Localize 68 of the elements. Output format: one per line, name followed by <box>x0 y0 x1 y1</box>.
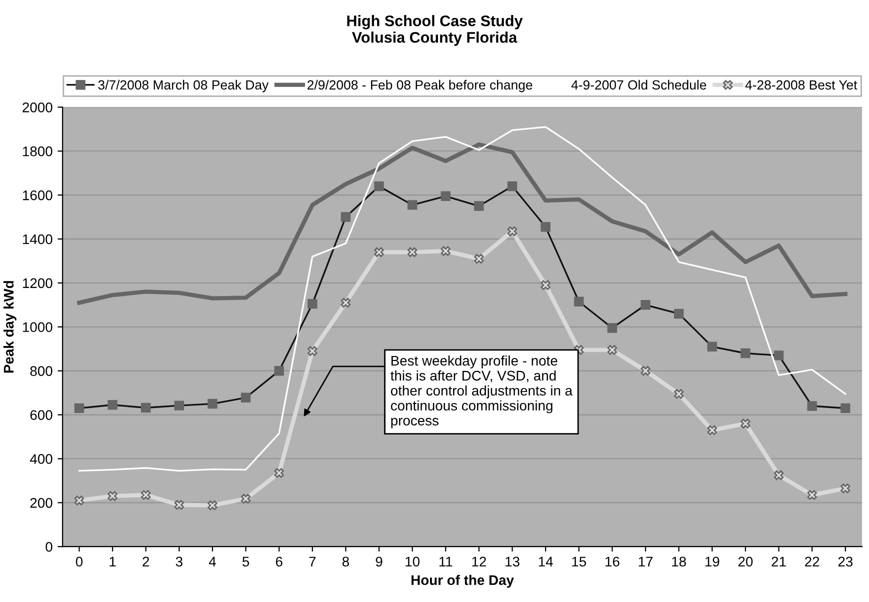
point <box>740 418 750 428</box>
y-tick-label: 800 <box>30 366 52 376</box>
x-tick-label: 4 <box>208 556 216 566</box>
x-tick-label: 16 <box>606 556 620 567</box>
x-tick-label: 15 <box>572 556 586 567</box>
point <box>674 389 684 399</box>
point <box>340 298 351 308</box>
point <box>274 468 284 478</box>
x-tick-label: 3 <box>176 556 182 567</box>
point <box>374 247 384 258</box>
chart-title: High School Case Study Volusia County Florida <box>347 15 523 46</box>
x-tick-label: 13 <box>506 556 520 567</box>
annotation: Best weekday profile - note this is after DCV, VSD, and other control adjustments in a continuous commissioning process <box>390 355 573 428</box>
point <box>507 226 518 236</box>
text: 4-9-2007 Old Schedule <box>571 80 706 90</box>
point <box>74 496 84 506</box>
legend-label: 3/7/2008 March 08 Peak Day <box>98 80 269 92</box>
point <box>607 345 618 355</box>
x-tick-label: 1 <box>110 556 116 566</box>
point <box>208 500 218 510</box>
x-tick-label: 0 <box>76 556 83 567</box>
x-tick-label: 9 <box>376 556 382 567</box>
y-tick-label: 1600 <box>23 190 52 200</box>
y-axis-title: Peak day kWd <box>3 281 16 373</box>
x-tick-label: 22 <box>805 556 820 566</box>
point <box>840 484 850 494</box>
y-tick-label: 2000 <box>22 102 52 112</box>
x-axis-title: Hour of the Day <box>412 574 514 588</box>
point <box>308 346 318 356</box>
x-tick-label: 19 <box>705 556 720 567</box>
y-tick-label: 600 <box>30 410 52 420</box>
point <box>407 247 418 258</box>
y-tick-label: 400 <box>30 454 52 464</box>
x-tick-label: 12 <box>472 556 486 566</box>
point <box>240 494 251 504</box>
x-tick-label: 5 <box>242 556 250 567</box>
x-tick-label: 7 <box>309 556 316 566</box>
x-tick-label: 10 <box>406 556 420 567</box>
x-tick-label: 23 <box>838 556 853 567</box>
point <box>540 280 550 290</box>
x-tick-label: 6 <box>276 556 282 567</box>
x-tick-label: 17 <box>638 556 653 566</box>
y-tick-label: 1800 <box>23 146 52 156</box>
y-tick-label: 0 <box>46 542 52 552</box>
y-tick-label: 1200 <box>23 278 52 288</box>
x-tick-label: 18 <box>672 556 686 567</box>
point <box>108 491 118 501</box>
x-tick-label: 2 <box>142 556 150 566</box>
line-series <box>77 142 848 305</box>
point <box>640 366 650 376</box>
legend-label: 2/9/2008 - Feb 08 Peak before change <box>308 80 532 92</box>
x-tick-label: 20 <box>738 556 753 567</box>
x-tick-label: 8 <box>342 556 349 567</box>
point <box>774 470 784 480</box>
legend-label: 4-28-2008 Best Yet <box>745 80 858 90</box>
line-series <box>78 126 846 472</box>
point <box>474 254 484 264</box>
y-tick-label: 200 <box>30 498 52 508</box>
y-tick-label: 1000 <box>23 322 52 332</box>
point <box>707 425 718 436</box>
x-tick-label: 21 <box>772 556 786 566</box>
x-tick-label: 14 <box>538 556 553 566</box>
point <box>440 246 451 256</box>
x-tick-label: 11 <box>440 556 452 566</box>
point <box>140 490 151 500</box>
point <box>807 490 817 500</box>
y-tick-label: 1400 <box>23 234 52 244</box>
point <box>174 500 184 510</box>
